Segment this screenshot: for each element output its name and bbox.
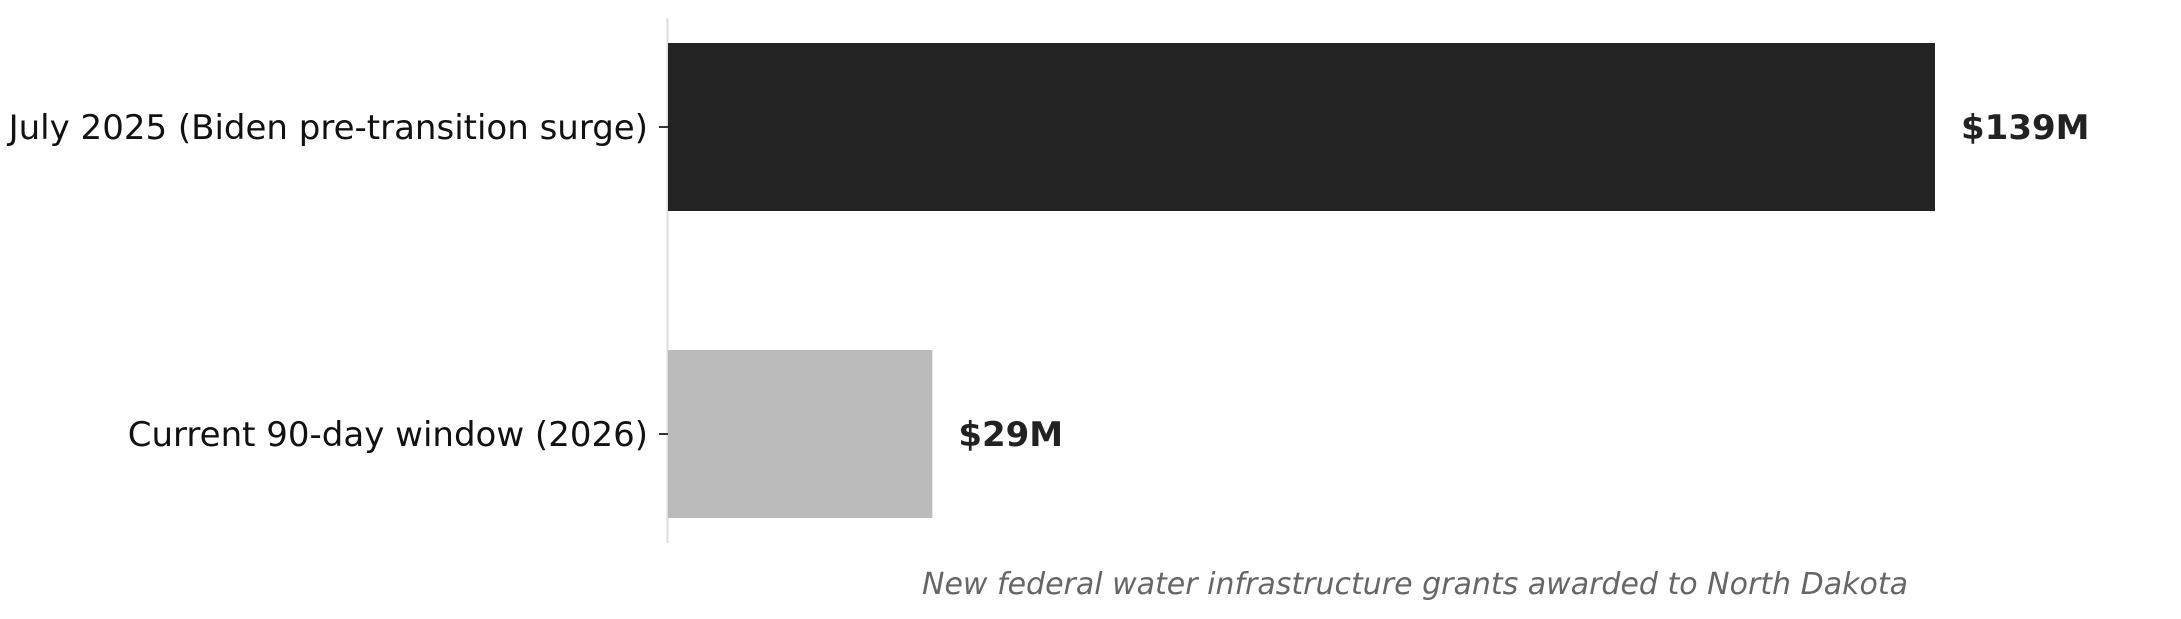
value-label-1: $29M bbox=[958, 415, 1063, 455]
bar-1 bbox=[668, 350, 933, 518]
category-label-0: July 2025 (Biden pre-transition surge) bbox=[7, 108, 648, 148]
value-label-0: $139M bbox=[1961, 108, 2089, 148]
category-label-1: Current 90-day window (2026) bbox=[128, 415, 648, 455]
bar-0 bbox=[668, 43, 1935, 211]
bars-layer: July 2025 (Biden pre-transition surge) $1… bbox=[7, 43, 2089, 518]
x-axis-label: New federal water infrastructure grants … bbox=[922, 567, 1908, 602]
